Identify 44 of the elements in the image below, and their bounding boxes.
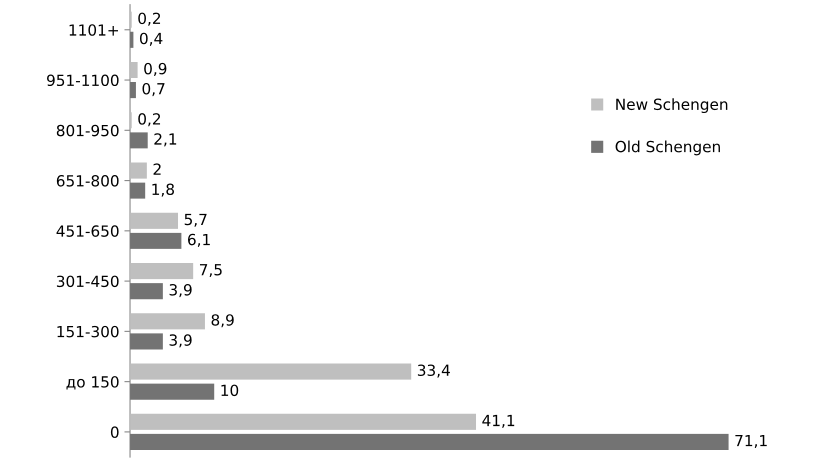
y-tick-label: до 150 (66, 376, 119, 390)
data-label: 2 (154, 163, 161, 175)
bar (130, 232, 182, 249)
bar (130, 62, 138, 78)
y-tick-label: 651-800 (56, 175, 119, 187)
bar (130, 182, 146, 199)
y-tick-label: 801-950 (56, 124, 119, 136)
bar (130, 384, 214, 400)
data-label: 1,8 (152, 184, 174, 197)
y-tick-label: 301-450 (56, 276, 119, 288)
data-label: 0,4 (140, 32, 162, 46)
bar (130, 364, 412, 380)
data-label: 0,7 (142, 82, 164, 96)
bar (130, 313, 205, 330)
data-label: 10 (221, 384, 238, 396)
bar (130, 263, 194, 280)
data-label: 6,1 (188, 234, 210, 247)
legend-label: Old Schengen (616, 140, 720, 156)
y-tick-label: 1101+ (70, 24, 118, 36)
data-label: 5,7 (184, 214, 207, 227)
legend-label: New Schengen (616, 98, 728, 114)
data-label: 0,2 (138, 12, 160, 26)
data-label: 0,2 (138, 113, 160, 126)
bar (130, 82, 136, 98)
data-label: 33,4 (418, 364, 450, 378)
bar (130, 283, 163, 300)
data-label: 71,1 (735, 435, 767, 448)
data-label: 3,9 (170, 284, 192, 298)
y-tick-label: 151-300 (57, 326, 119, 338)
y-tick-label: 0 (110, 426, 119, 438)
bar (130, 333, 163, 350)
bar (130, 414, 476, 430)
data-label: 8,9 (212, 314, 234, 328)
bar (130, 132, 148, 148)
data-label: 0,9 (144, 62, 166, 76)
data-label: 41,1 (482, 414, 514, 428)
bar (130, 212, 178, 229)
data-label: 2,1 (154, 133, 176, 146)
data-label: 7,5 (200, 264, 222, 278)
bar (130, 162, 147, 179)
y-tick-label: 951-1100 (47, 74, 119, 86)
y-tick-label: 451-650 (56, 225, 119, 237)
bar (130, 434, 729, 450)
data-label: 3,9 (170, 334, 192, 348)
